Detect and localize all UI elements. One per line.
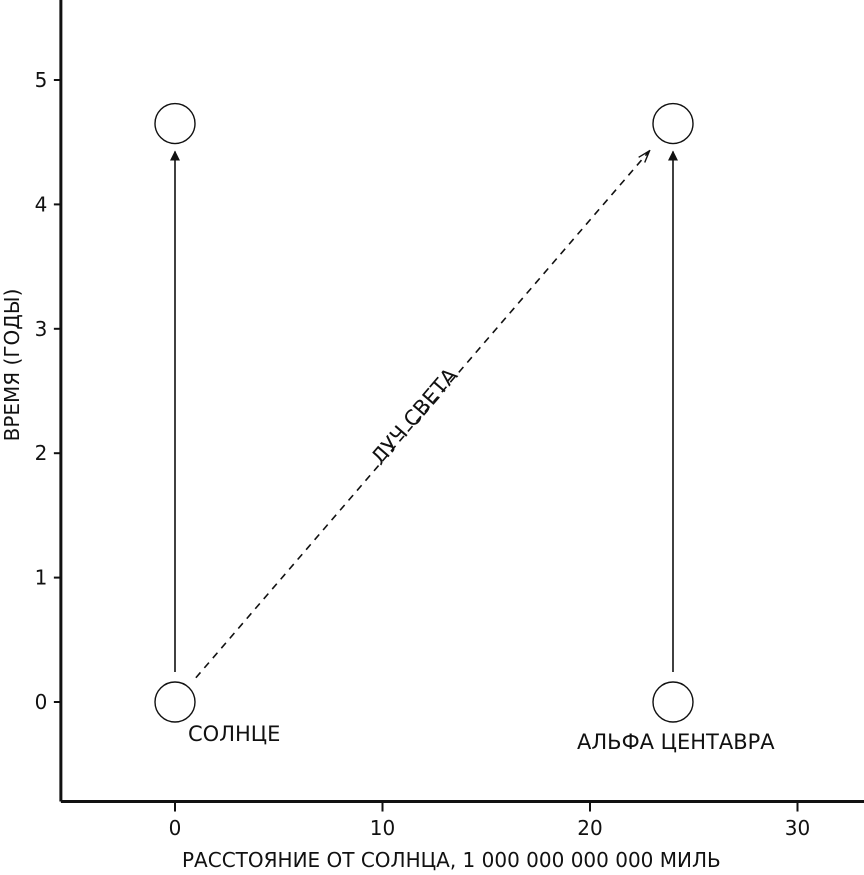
y-tick-label: 2	[35, 441, 48, 465]
sun-end-circle	[154, 102, 196, 145]
alpha-centauri-end-circle	[652, 102, 694, 145]
sun-label: СОЛНЦЕ	[188, 722, 280, 746]
y-tick-label: 5	[35, 68, 48, 92]
y-tick-label: 3	[35, 317, 48, 341]
alpha-centauri-label: АЛЬФА ЦЕНТАВРА	[577, 730, 775, 754]
y-tick-label: 4	[35, 192, 48, 216]
light-ray-label: ЛУЧ СВЕТА	[366, 363, 462, 469]
y-ticks: 0 1 2 3 4 5	[35, 68, 61, 714]
axes	[59, 0, 864, 804]
y-tick-label: 1	[35, 566, 48, 590]
x-tick-label: 0	[169, 816, 182, 840]
event-points	[154, 102, 694, 723]
x-tick-label: 20	[577, 816, 602, 840]
x-axis-title: РАССТОЯНИЕ ОТ СОЛНЦА, 1 000 000 000 000 …	[182, 848, 721, 872]
alpha-centauri-start-circle	[652, 681, 694, 723]
x-ticks: 0 10 20 30	[169, 801, 810, 840]
sun-start-circle	[154, 681, 196, 723]
y-axis-title: ВРЕМЯ (ГОДЫ)	[0, 289, 24, 442]
y-tick-label: 0	[35, 690, 48, 714]
x-tick-label: 30	[785, 816, 810, 840]
worldlines	[170, 150, 678, 672]
x-tick-label: 10	[370, 816, 395, 840]
